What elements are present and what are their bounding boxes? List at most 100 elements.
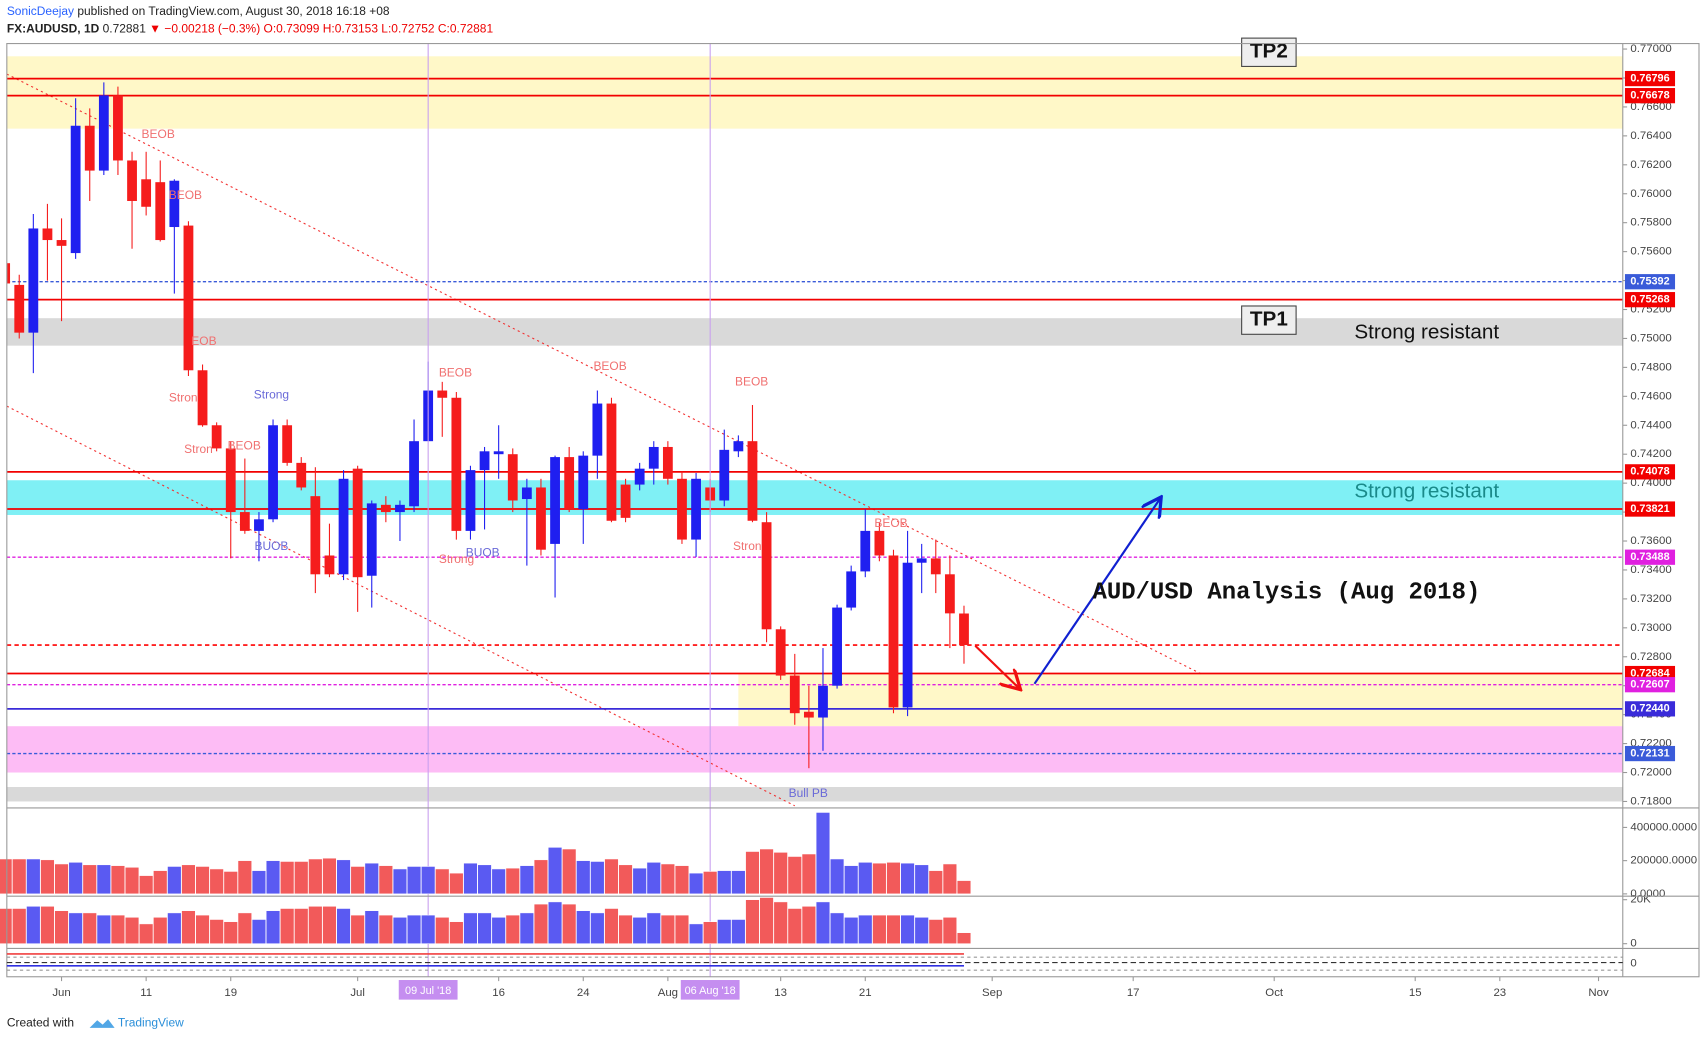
y-tick-label: 0.74600 bbox=[1630, 390, 1671, 402]
volume-bar bbox=[223, 871, 238, 895]
volume-bar bbox=[547, 847, 563, 895]
candle-body bbox=[888, 555, 899, 708]
y-tick-label: 0.75600 bbox=[1630, 246, 1671, 258]
volume-bar bbox=[872, 862, 887, 895]
candle-body bbox=[6, 263, 11, 284]
volume-bar bbox=[68, 862, 83, 895]
indicator-bar bbox=[265, 910, 281, 944]
volume-bar bbox=[364, 862, 379, 895]
footer-brand[interactable]: TradingView bbox=[118, 1016, 184, 1030]
quote: FX:AUDUSD, 1D 0.72881 ▼ −0.00218 (−0.3%)… bbox=[7, 22, 494, 36]
volume-bar bbox=[26, 858, 41, 895]
volume-bar bbox=[858, 862, 873, 895]
volume-bar bbox=[646, 862, 661, 895]
volume-bar bbox=[491, 868, 506, 895]
level-badge bbox=[1624, 501, 1676, 517]
osc-tick-label: 0 bbox=[1630, 958, 1636, 970]
published: published on TradingView.com, August 30,… bbox=[77, 4, 390, 18]
y-tick-label: 0.74800 bbox=[1630, 361, 1671, 373]
zone bbox=[6, 56, 1623, 129]
volume-bar bbox=[590, 861, 605, 895]
candle-body bbox=[479, 451, 490, 471]
indicator-bar bbox=[703, 921, 718, 944]
candle-body bbox=[648, 446, 659, 469]
candle-body bbox=[70, 125, 81, 254]
candle-body bbox=[338, 478, 349, 575]
y-tick-label: 0.73000 bbox=[1630, 622, 1671, 634]
indicator-bar bbox=[82, 912, 97, 944]
indicator-bar bbox=[477, 912, 492, 944]
indicator-bar bbox=[392, 917, 408, 944]
x-tick-label: 21 bbox=[859, 987, 872, 999]
indicator-bar bbox=[26, 906, 41, 944]
volume-bar bbox=[308, 858, 323, 895]
y-tick-label: 0.76400 bbox=[1630, 130, 1671, 142]
candle-body bbox=[846, 571, 857, 608]
volume-bar bbox=[717, 870, 732, 895]
volume-bar bbox=[153, 870, 168, 895]
candle-body bbox=[902, 562, 913, 708]
candle-body bbox=[14, 284, 25, 333]
x-tick-label: 23 bbox=[1493, 987, 1506, 999]
indicator-bar bbox=[0, 908, 13, 944]
indicator-bar bbox=[688, 923, 704, 944]
candle-body bbox=[211, 425, 222, 449]
logo bbox=[89, 1019, 115, 1028]
annotation: Strong bbox=[254, 387, 289, 401]
volume-bar bbox=[914, 864, 929, 895]
candle-body bbox=[84, 125, 95, 171]
volume-bar bbox=[731, 870, 746, 895]
indicator-bar bbox=[12, 908, 27, 944]
indicator-bar bbox=[731, 919, 746, 944]
tp-box bbox=[1241, 305, 1297, 335]
indicator-bar bbox=[618, 914, 633, 944]
analysis-title: AUD/USD Analysis (Aug 2018) bbox=[1092, 580, 1480, 607]
level-label: 0.76678 bbox=[1630, 90, 1669, 102]
indicator-bar bbox=[449, 921, 464, 944]
candle-body bbox=[761, 522, 772, 630]
indicator-bar bbox=[209, 919, 224, 944]
volume-bar bbox=[54, 863, 69, 895]
candle-body bbox=[324, 555, 335, 575]
annotation: BUOB bbox=[466, 545, 500, 559]
indicator-bar bbox=[308, 906, 323, 944]
indicator-bar bbox=[717, 919, 732, 944]
candle-body bbox=[141, 179, 152, 207]
candle-body bbox=[930, 558, 941, 575]
candle-body bbox=[550, 457, 560, 544]
indicator-bar bbox=[533, 903, 549, 944]
indicator-bar bbox=[491, 917, 506, 944]
volume-bar bbox=[463, 862, 478, 895]
plot bbox=[6, 56, 1623, 807]
indicator-bar bbox=[547, 901, 563, 944]
date-label: 06 Aug '18 bbox=[685, 985, 736, 997]
indicator-bar bbox=[519, 912, 534, 944]
zone bbox=[6, 786, 1623, 802]
candle-body bbox=[310, 496, 321, 575]
volume-bar bbox=[110, 865, 126, 895]
author[interactable]: SonicDeejay bbox=[7, 4, 74, 18]
level-label: 0.74078 bbox=[1630, 466, 1669, 478]
indicator-bar bbox=[54, 910, 69, 944]
level-label: 0.72440 bbox=[1630, 703, 1669, 715]
x-tick-label: Jun bbox=[52, 987, 70, 999]
y-tick-label: 0.76200 bbox=[1630, 159, 1671, 171]
annotation: EOB bbox=[191, 334, 216, 348]
indicator-bar bbox=[956, 932, 972, 944]
annotation: Stron bbox=[733, 539, 762, 553]
candle-body bbox=[437, 390, 448, 398]
frame bbox=[6, 43, 1700, 978]
y-tick-label: 0.73600 bbox=[1630, 535, 1671, 547]
indicator-bar bbox=[914, 917, 929, 944]
indicator-bar bbox=[280, 908, 295, 944]
volume-bar bbox=[618, 864, 633, 895]
y-tick-label: 0.74200 bbox=[1630, 448, 1671, 460]
x-tick-label: Jul bbox=[350, 987, 365, 999]
y-tick-label: 0.0000 bbox=[1630, 888, 1665, 900]
x-tick-label: Aug bbox=[658, 987, 678, 999]
volume-bar bbox=[688, 872, 704, 895]
volume-bar bbox=[477, 864, 492, 895]
date-badge bbox=[680, 980, 740, 1000]
y-tick-label: 0.77000 bbox=[1630, 43, 1671, 55]
candle-body bbox=[296, 462, 307, 488]
